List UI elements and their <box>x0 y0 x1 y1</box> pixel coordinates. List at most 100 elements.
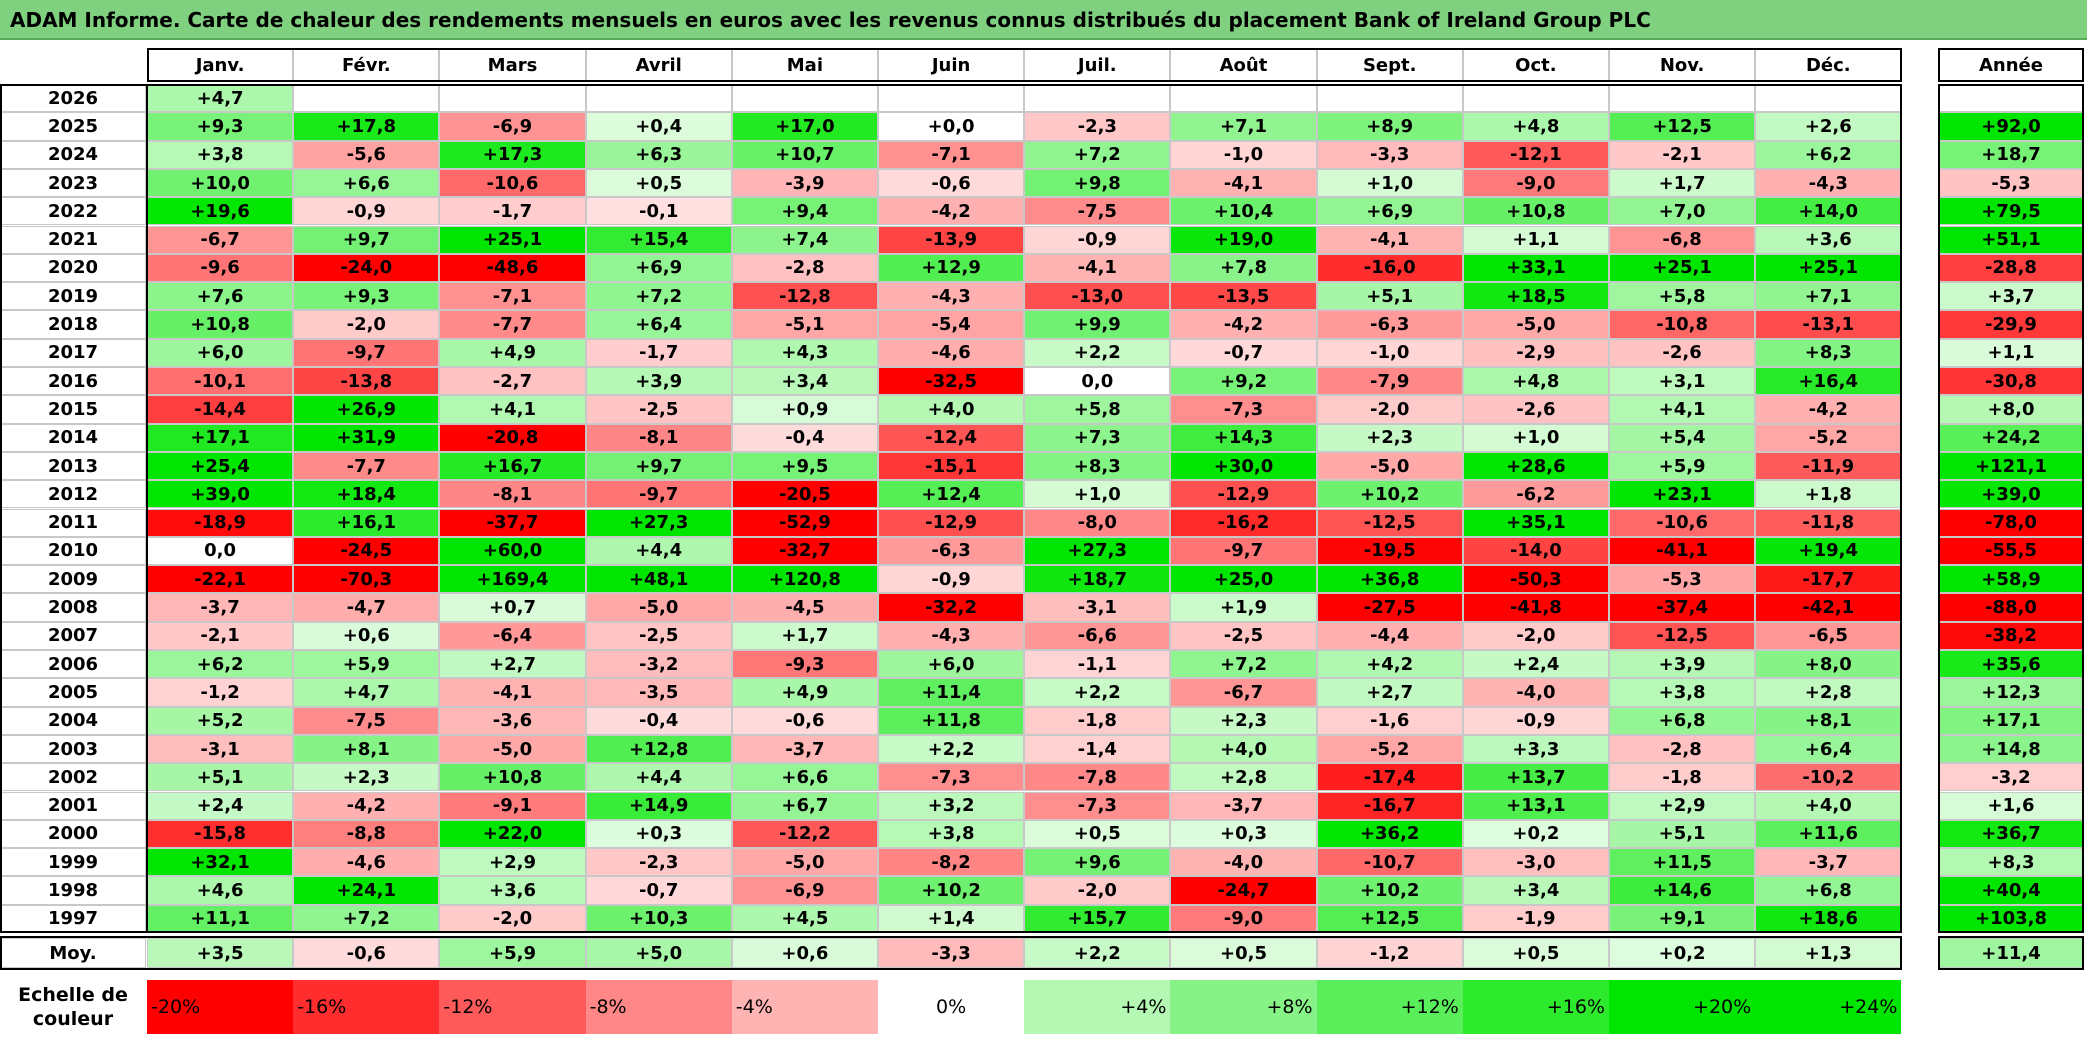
heatmap-cell: +1,0 <box>1024 480 1171 509</box>
color-scale-swatch: 0% <box>878 980 1025 1034</box>
heatmap-cell: -37,7 <box>439 508 586 537</box>
heatmap-cell: +48,1 <box>585 565 732 594</box>
heatmap-cell: +6,4 <box>585 310 732 339</box>
heatmap-cell: -0,4 <box>585 706 732 735</box>
heatmap-cell: -32,7 <box>731 536 878 566</box>
year-label: 2017 <box>0 338 146 367</box>
heatmap-cell: -10,1 <box>147 367 294 396</box>
heatmap-cell: +32,1 <box>147 848 294 877</box>
color-scale-swatch: +4% <box>1024 980 1171 1034</box>
heatmap-cell: +23,1 <box>1609 480 1756 509</box>
heatmap-cell: +35,1 <box>1462 508 1609 537</box>
heatmap-cell: -6,3 <box>878 536 1025 566</box>
heatmap-cell: -5,1 <box>731 310 878 339</box>
heatmap-cell: -41,1 <box>1609 536 1756 566</box>
heatmap-cell: +4,0 <box>1755 791 1902 820</box>
column-header: Oct. <box>1462 48 1609 82</box>
heatmap-cell: -6,3 <box>1316 310 1463 339</box>
heatmap-cell: -24,5 <box>293 536 440 566</box>
heatmap-cell: -0,9 <box>1462 706 1609 735</box>
heatmap-cell: -3,7 <box>147 593 294 622</box>
heatmap-cell: +9,3 <box>147 112 294 141</box>
heatmap-cell: +16,7 <box>439 451 586 481</box>
heatmap-cell: +12,9 <box>878 253 1025 283</box>
heatmap-cell: -2,8 <box>1609 734 1756 764</box>
heatmap-cell: -4,6 <box>878 338 1025 367</box>
heatmap-cell: -7,1 <box>878 140 1025 169</box>
heatmap-cell: -9,7 <box>585 480 732 509</box>
heatmap-cell: +10,0 <box>147 168 294 198</box>
heatmap-cell: +31,9 <box>293 423 440 452</box>
heatmap-cell <box>1755 84 1902 113</box>
heatmap-cell: +2,7 <box>439 650 586 679</box>
heatmap-cell: -4,0 <box>1170 848 1317 877</box>
annual-cell: -28,8 <box>1938 253 2084 283</box>
heatmap-cell: -42,1 <box>1755 593 1902 622</box>
heatmap-cell: -12,4 <box>878 423 1025 452</box>
color-scale-swatch: +12% <box>1316 980 1463 1034</box>
heatmap-cell: +10,7 <box>731 140 878 169</box>
heatmap-cell: +11,8 <box>878 706 1025 735</box>
heatmap-cell: -1,8 <box>1609 763 1756 792</box>
heatmap-cell: +6,7 <box>731 791 878 820</box>
heatmap-cell: -8,8 <box>293 819 440 849</box>
heatmap-cell: +11,1 <box>147 904 294 933</box>
heatmap-cell: +2,6 <box>1755 112 1902 141</box>
heatmap-cell: -2,5 <box>585 621 732 650</box>
heatmap-cell: -14,4 <box>147 395 294 424</box>
heatmap-cell: +6,0 <box>147 338 294 367</box>
annual-cell: -38,2 <box>1938 621 2084 650</box>
heatmap-cell: -12,5 <box>1609 621 1756 650</box>
year-label: 2001 <box>0 791 146 820</box>
heatmap-cell <box>1316 84 1463 113</box>
annual-cell: +1,1 <box>1938 338 2084 367</box>
heatmap-cell: +4,2 <box>1316 650 1463 679</box>
heatmap-cell: +9,9 <box>1024 310 1171 339</box>
year-label: 2019 <box>0 282 146 311</box>
heatmap-cell: +14,9 <box>585 791 732 820</box>
heatmap-cell: -2,1 <box>1609 140 1756 169</box>
heatmap-cell: -24,7 <box>1170 876 1317 905</box>
heatmap-cell: +6,0 <box>878 650 1025 679</box>
heatmap-cell: -1,1 <box>1024 650 1171 679</box>
heatmap-cell: +3,9 <box>585 367 732 396</box>
annual-cell: +36,7 <box>1938 819 2084 849</box>
year-label: 2003 <box>0 734 146 764</box>
heatmap-cell: +3,2 <box>878 791 1025 820</box>
heatmap-cell: +6,3 <box>585 140 732 169</box>
heatmap-cell: +7,8 <box>1170 253 1317 283</box>
heatmap-cell: +3,8 <box>147 140 294 169</box>
heatmap-cell: +9,7 <box>585 451 732 481</box>
heatmap-cell: +1,4 <box>878 904 1025 933</box>
heatmap-cell: +4,7 <box>293 678 440 707</box>
year-label: 2007 <box>0 621 146 650</box>
heatmap-cell: +13,7 <box>1462 763 1609 792</box>
heatmap-cell: +6,9 <box>1316 197 1463 226</box>
heatmap-cell: -16,0 <box>1316 253 1463 283</box>
heatmap-cell <box>585 84 732 113</box>
year-label: 2009 <box>0 565 146 594</box>
annual-cell: -30,8 <box>1938 367 2084 396</box>
average-cell: +5,9 <box>439 938 586 968</box>
year-label: 2018 <box>0 310 146 339</box>
heatmap-cell: -16,7 <box>1316 791 1463 820</box>
heatmap-cell: -2,7 <box>439 367 586 396</box>
average-cell: +2,2 <box>1024 938 1171 968</box>
heatmap-cell: +0,0 <box>878 112 1025 141</box>
heatmap-cell: +12,5 <box>1609 112 1756 141</box>
heatmap-cell: -4,2 <box>1755 395 1902 424</box>
heatmap-cell: -9,3 <box>731 650 878 679</box>
heatmap-cell: -1,2 <box>147 678 294 707</box>
heatmap-cell: +7,4 <box>731 225 878 254</box>
heatmap-cell: -2,6 <box>1462 395 1609 424</box>
heatmap-cell: -2,5 <box>585 395 732 424</box>
heatmap-cell <box>731 84 878 113</box>
heatmap-cell: +18,4 <box>293 480 440 509</box>
heatmap-cell: +5,8 <box>1609 282 1756 311</box>
heatmap-cell: +39,0 <box>147 480 294 509</box>
heatmap-cell: -20,5 <box>731 480 878 509</box>
heatmap-cell: +6,2 <box>1755 140 1902 169</box>
heatmap-cell: -8,0 <box>1024 508 1171 537</box>
heatmap-cell: -5,0 <box>1316 451 1463 481</box>
heatmap-cell: -5,0 <box>439 734 586 764</box>
